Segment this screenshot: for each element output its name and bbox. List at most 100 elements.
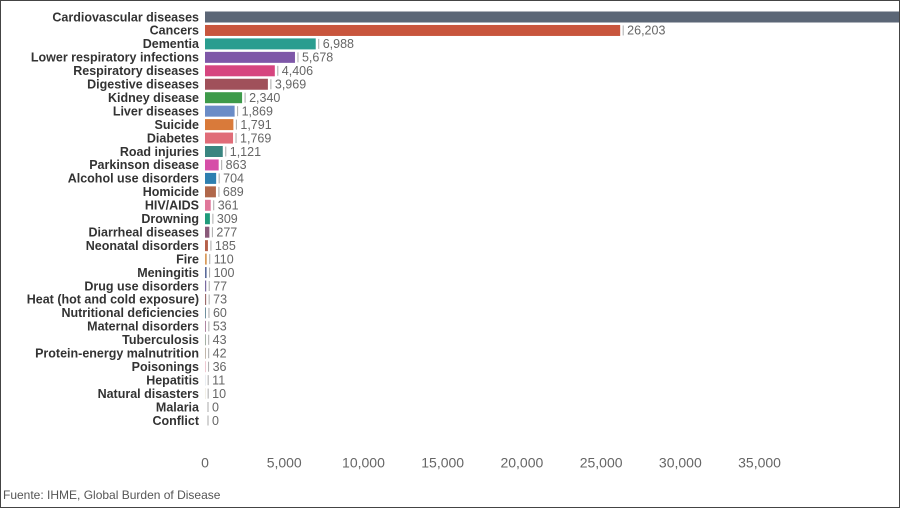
bar (205, 240, 208, 252)
value-label: 73 (213, 293, 227, 307)
bar (205, 226, 210, 238)
bar (205, 119, 234, 131)
category-label: Homicide (143, 185, 199, 199)
bar (205, 186, 216, 198)
bar (205, 320, 206, 332)
category-label: HIV/AIDS (145, 199, 199, 213)
bar (205, 280, 207, 292)
value-label: 689 (223, 185, 244, 199)
value-label: 361 (218, 199, 239, 213)
value-label: 5,678 (302, 51, 333, 65)
bar (205, 51, 295, 63)
value-label: 10 (212, 387, 226, 401)
value-label: 185 (215, 239, 236, 253)
category-label: Protein-energy malnutrition (35, 347, 199, 361)
bar (205, 334, 206, 346)
category-label: Parkinson disease (89, 158, 199, 172)
category-label: Fire (176, 252, 199, 266)
x-tick-label: 15,000 (421, 455, 464, 471)
value-label: 43 (213, 333, 227, 347)
source: Fuente: IHME, Global Burden of Disease (3, 488, 221, 502)
category-label: Dementia (143, 37, 200, 51)
bar (205, 105, 235, 117)
category-label: Natural disasters (98, 387, 199, 401)
bar (205, 172, 217, 184)
value-label: 277 (216, 225, 237, 239)
value-label: 36 (213, 360, 227, 374)
category-label: Poisonings (132, 360, 199, 374)
value-label: 2,340 (249, 91, 280, 105)
x-tick-label: 25,000 (580, 455, 623, 471)
x-tick-label: 30,000 (659, 455, 702, 471)
category-label: Diarrheal diseases (89, 225, 200, 239)
category-label: Respiratory diseases (73, 64, 199, 78)
bar (205, 65, 275, 77)
bar (205, 24, 621, 36)
value-label: 3,969 (275, 78, 306, 92)
plot (205, 11, 899, 400)
category-label: Heat (hot and cold exposure) (27, 293, 199, 307)
category-label: Cancers (150, 24, 199, 38)
category-label: Diabetes (147, 131, 199, 145)
category-label: Nutritional deficiencies (61, 306, 199, 320)
category-label: Conflict (152, 414, 199, 428)
bar (205, 92, 243, 104)
bar (205, 38, 316, 50)
category-label: Liver diseases (113, 104, 199, 118)
x-tick-label: 5,000 (267, 455, 302, 471)
value-label: 110 (214, 252, 234, 266)
category-label: Lower respiratory infections (31, 51, 199, 65)
value-label: 11 (212, 373, 225, 387)
value-label: 1,769 (240, 131, 271, 145)
category-label: Alcohol use disorders (68, 172, 199, 186)
value-label: 309 (217, 212, 238, 226)
category-label: Meningitis (137, 266, 199, 280)
bar (205, 253, 207, 265)
category-label: Malaria (156, 400, 200, 414)
bar (205, 11, 899, 23)
category-label: Cardiovascular diseases (52, 10, 199, 24)
bar (205, 199, 211, 211)
category-label: Drowning (141, 212, 199, 226)
value-label: 4,406 (282, 64, 313, 78)
category-label: Road injuries (120, 145, 199, 159)
bar (205, 267, 207, 279)
x-tick-label: 35,000 (738, 455, 781, 471)
bar (205, 146, 223, 157)
value-label: 1,121 (230, 145, 261, 159)
bar (205, 347, 206, 359)
value-label: 0 (212, 400, 219, 414)
category-label: Neonatal disorders (86, 239, 199, 253)
value-label: 60 (213, 306, 227, 320)
value-label: 704 (223, 172, 244, 186)
value-label: 26,203 (627, 24, 665, 38)
value-label: 0 (212, 414, 219, 428)
bar (205, 213, 210, 225)
category-label: Digestive diseases (87, 78, 199, 92)
value-label: 863 (226, 158, 247, 172)
x-tick-label: 20,000 (500, 455, 543, 471)
value-label: 53 (213, 320, 227, 334)
bar (205, 159, 219, 171)
bar (205, 307, 206, 319)
value-label: 77 (213, 279, 227, 293)
value-label: 6,988 (323, 37, 354, 51)
category-label: Kidney disease (108, 91, 199, 105)
value-label: 42 (213, 347, 227, 361)
category-label: Maternal disorders (87, 320, 199, 334)
category-label: Tuberculosis (122, 333, 199, 347)
bar (205, 361, 206, 373)
value-label: 1,791 (240, 118, 271, 132)
value-label: 1,869 (242, 104, 273, 118)
category-label: Hepatitis (146, 373, 199, 387)
category-label: Suicide (155, 118, 200, 132)
x-tick-label: 10,000 (342, 455, 385, 471)
value-label: 100 (214, 266, 235, 280)
category-label: Drug use disorders (84, 279, 199, 293)
x-tick-label: 0 (201, 455, 209, 471)
bar (205, 293, 207, 305)
bar (205, 78, 268, 90)
bar (205, 132, 234, 144)
